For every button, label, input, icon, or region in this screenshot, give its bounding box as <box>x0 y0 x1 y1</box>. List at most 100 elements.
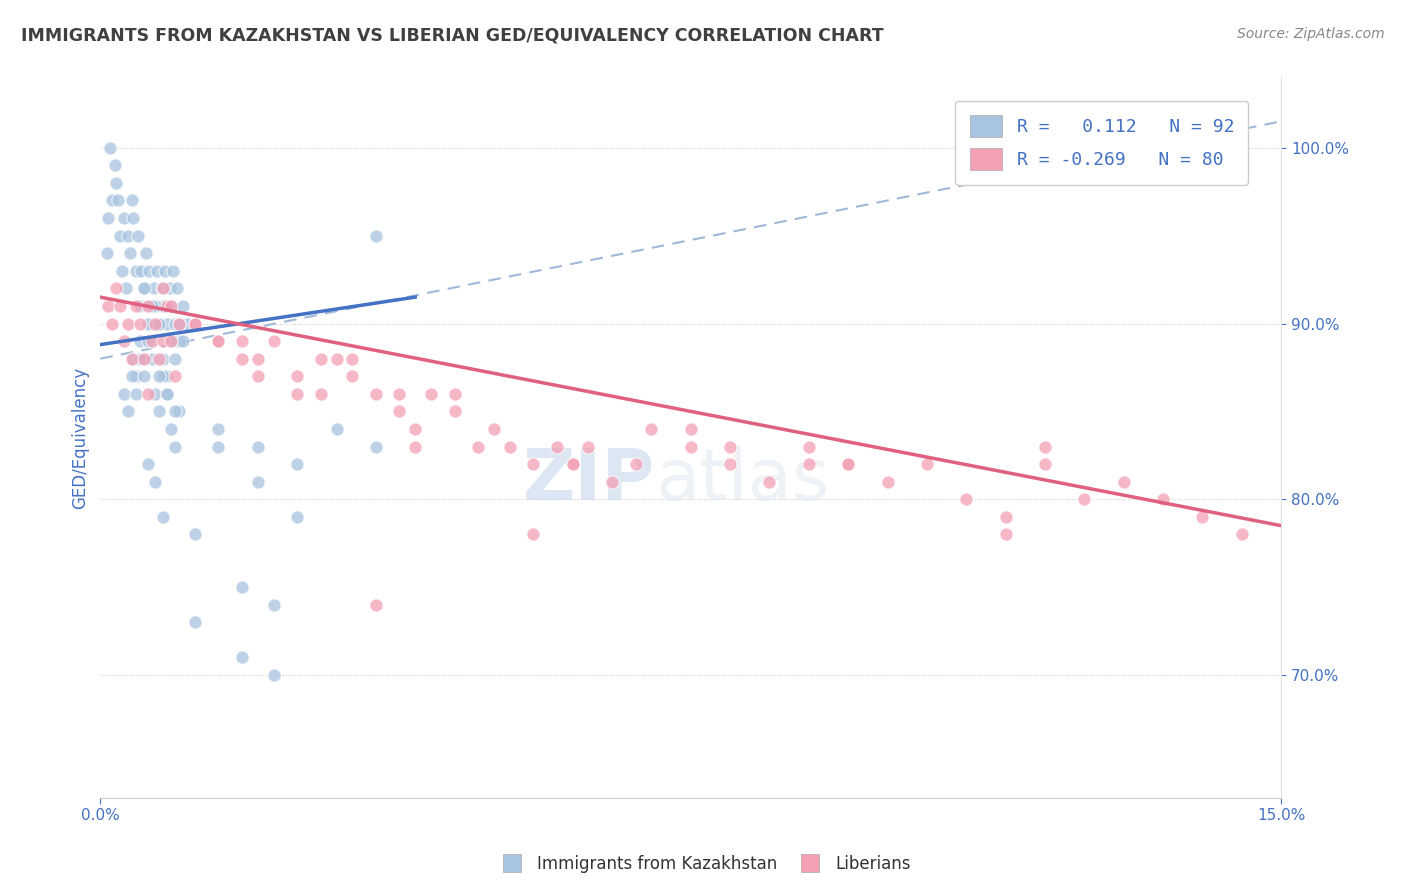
Point <box>121 194 143 208</box>
Point <box>184 527 207 541</box>
Point <box>96 246 118 260</box>
Point <box>342 351 364 366</box>
Point <box>97 299 120 313</box>
Point <box>167 317 190 331</box>
Point <box>136 317 159 331</box>
Point <box>309 386 332 401</box>
Point <box>152 334 174 348</box>
Point <box>364 598 387 612</box>
Point <box>797 440 820 454</box>
Point <box>156 299 179 313</box>
Point <box>105 281 128 295</box>
Point <box>640 422 662 436</box>
Point <box>482 422 505 436</box>
Point <box>309 351 332 366</box>
Point <box>600 475 623 489</box>
Point <box>364 440 387 454</box>
Point <box>101 317 124 331</box>
Point <box>111 264 134 278</box>
Point <box>132 351 155 366</box>
Point <box>152 351 174 366</box>
Point <box>207 334 229 348</box>
Point <box>342 369 364 384</box>
Text: IMMIGRANTS FROM KAZAKHSTAN VS LIBERIAN GED/EQUIVALENCY CORRELATION CHART: IMMIGRANTS FROM KAZAKHSTAN VS LIBERIAN G… <box>21 27 884 45</box>
Point <box>121 351 143 366</box>
Point <box>136 386 159 401</box>
Point <box>184 615 207 630</box>
Point <box>994 527 1017 541</box>
Point <box>246 351 269 366</box>
Point <box>561 457 583 471</box>
Point <box>388 386 411 401</box>
Point <box>148 317 170 331</box>
Point <box>132 351 155 366</box>
Point <box>837 457 859 471</box>
Point <box>1073 492 1095 507</box>
Point <box>156 386 179 401</box>
Point <box>184 317 207 331</box>
Text: atlas: atlas <box>655 447 830 516</box>
Point <box>167 334 190 348</box>
Point <box>145 299 167 313</box>
Point <box>576 440 599 454</box>
Point <box>207 334 229 348</box>
Point <box>994 509 1017 524</box>
Point <box>285 509 308 524</box>
Point <box>148 404 170 418</box>
Point <box>160 299 183 313</box>
Point <box>117 317 139 331</box>
Point <box>146 264 169 278</box>
Point <box>108 299 131 313</box>
Point <box>165 351 187 366</box>
Text: ZIP: ZIP <box>523 447 655 516</box>
Point <box>837 457 859 471</box>
Point <box>915 457 938 471</box>
Point <box>172 299 194 313</box>
Point <box>138 264 160 278</box>
Point <box>114 281 136 295</box>
Point <box>231 650 253 665</box>
Point <box>546 440 568 454</box>
Point <box>285 386 308 401</box>
Point <box>263 598 285 612</box>
Legend: R =   0.112   N = 92, R = -0.269   N = 80: R = 0.112 N = 92, R = -0.269 N = 80 <box>955 101 1249 185</box>
Point <box>159 281 181 295</box>
Point <box>128 351 150 366</box>
Point <box>1152 492 1174 507</box>
Point <box>136 299 159 313</box>
Point <box>160 334 183 348</box>
Point <box>207 422 229 436</box>
Point <box>150 281 173 295</box>
Point <box>141 317 163 331</box>
Point <box>148 351 170 366</box>
Point <box>624 457 647 471</box>
Point <box>679 422 702 436</box>
Point <box>141 299 163 313</box>
Point <box>364 386 387 401</box>
Point <box>325 351 347 366</box>
Point <box>184 317 207 331</box>
Point <box>876 475 898 489</box>
Point <box>263 334 285 348</box>
Point <box>128 334 150 348</box>
Point <box>522 457 544 471</box>
Point <box>127 228 149 243</box>
Point <box>679 440 702 454</box>
Point <box>122 211 145 225</box>
Point <box>98 141 121 155</box>
Point <box>246 440 269 454</box>
Point <box>112 211 135 225</box>
Point <box>141 351 163 366</box>
Point <box>165 369 187 384</box>
Point <box>132 281 155 295</box>
Point <box>176 317 198 331</box>
Point <box>153 264 176 278</box>
Point <box>1112 475 1135 489</box>
Point <box>1191 509 1213 524</box>
Point <box>135 246 157 260</box>
Point <box>1033 440 1056 454</box>
Point <box>246 369 269 384</box>
Point <box>145 386 167 401</box>
Point <box>165 404 187 418</box>
Point <box>156 369 179 384</box>
